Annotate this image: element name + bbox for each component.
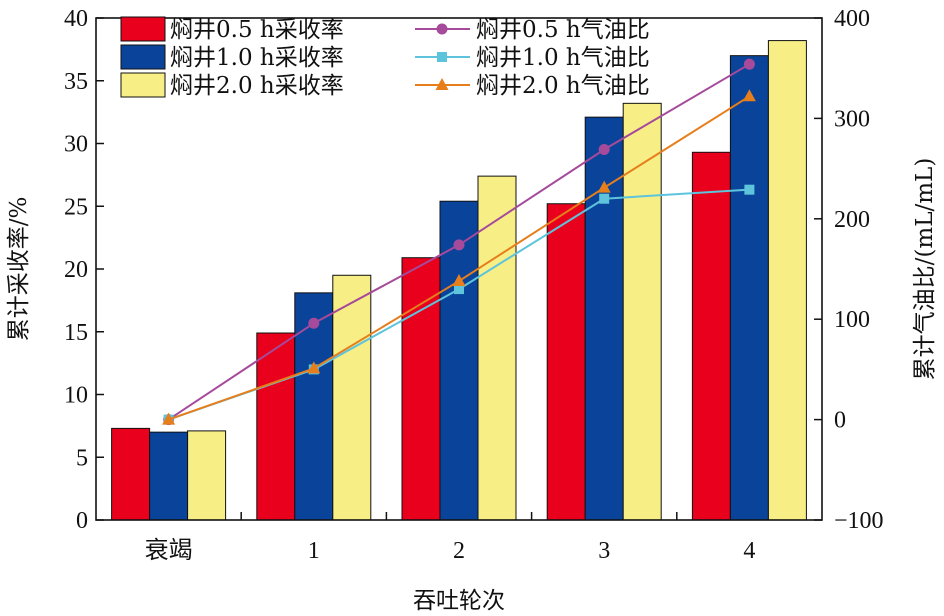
bar-1-1 bbox=[111, 427, 151, 521]
bar-1-2 bbox=[256, 332, 296, 521]
left-y-tick-label-1: 0 bbox=[76, 508, 88, 534]
left-y-axis-title: 累计采收率/% bbox=[6, 197, 32, 342]
line-1-point-3 bbox=[453, 239, 465, 251]
bar-series-group bbox=[111, 40, 807, 521]
line-3-point-2 bbox=[307, 361, 321, 374]
bar-2-4 bbox=[584, 116, 624, 521]
legend-swatch-bar-2 bbox=[120, 44, 166, 70]
x-tick-label-5: 4 bbox=[743, 538, 755, 564]
bar-1-3 bbox=[401, 257, 441, 521]
legend-label-bar-1: 焖井0.5 h采收率 bbox=[170, 17, 344, 43]
legend-swatch-bar-3 bbox=[120, 72, 166, 98]
x-axis-title: 吞吐轮次 bbox=[413, 588, 505, 614]
bar-3-4 bbox=[622, 102, 662, 521]
bar-3-2 bbox=[332, 274, 372, 521]
left-y-tick-label-6: 25 bbox=[64, 194, 88, 220]
left-y-tick-label-7: 30 bbox=[64, 132, 88, 158]
line-2-point-4 bbox=[599, 193, 610, 204]
line-1-point-4 bbox=[598, 144, 610, 156]
left-y-tick-label-9: 40 bbox=[64, 6, 88, 32]
x-tick-label-3: 2 bbox=[453, 538, 465, 564]
right-y-tick-label-5: 300 bbox=[834, 106, 870, 132]
line-3-point-1 bbox=[162, 412, 176, 425]
line-3-point-5 bbox=[742, 89, 756, 102]
right-y-tick-label-4: 200 bbox=[834, 207, 870, 233]
right-y-tick-label-6: 400 bbox=[834, 6, 870, 32]
legend-marker-1 bbox=[436, 23, 448, 35]
right-y-tick-label-2: 0 bbox=[834, 408, 846, 434]
bar-1-5 bbox=[691, 151, 731, 521]
line-1-point-5 bbox=[743, 58, 755, 70]
line-series-group bbox=[162, 58, 756, 426]
left-y-tick-label-8: 35 bbox=[64, 69, 88, 95]
bar-2-3 bbox=[439, 200, 479, 521]
right-y-tick-label-1: −100 bbox=[834, 508, 884, 534]
legend-marker-2 bbox=[437, 52, 447, 62]
bar-2-5 bbox=[729, 55, 769, 521]
line-3-point-4 bbox=[597, 180, 611, 193]
line-1-point-2 bbox=[308, 317, 320, 329]
legend-label-line-3: 焖井2.0 h气油比 bbox=[476, 73, 650, 99]
bar-3-5 bbox=[767, 40, 807, 521]
bar-3-1 bbox=[187, 430, 227, 521]
x-tick-label-2: 1 bbox=[308, 538, 320, 564]
legend-swatch-bar-1 bbox=[120, 16, 166, 42]
left-y-tick-label-3: 10 bbox=[64, 383, 88, 409]
x-tick-label-1: 衰竭 bbox=[145, 537, 193, 564]
legend-label-line-2: 焖井1.0 h气油比 bbox=[476, 45, 650, 71]
line-3-point-3 bbox=[452, 274, 466, 287]
right-y-tick-label-3: 100 bbox=[834, 307, 870, 333]
legend-label-line-1: 焖井0.5 h气油比 bbox=[476, 17, 650, 43]
legend-label-bar-2: 焖井1.0 h采收率 bbox=[170, 45, 344, 71]
bar-1-4 bbox=[546, 203, 586, 521]
right-y-axis-title: 累计气油比/(mL/mL) bbox=[912, 158, 938, 381]
x-tick-label-4: 3 bbox=[598, 538, 610, 564]
legend-marker-3 bbox=[435, 78, 449, 90]
line-2-point-3 bbox=[454, 284, 464, 295]
left-y-tick-label-4: 15 bbox=[64, 320, 88, 346]
left-y-tick-label-5: 20 bbox=[64, 257, 88, 283]
left-y-tick-label-2: 5 bbox=[76, 445, 88, 471]
bar-2-1 bbox=[149, 431, 189, 521]
line-2-point-5 bbox=[744, 184, 755, 195]
legend-label-bar-3: 焖井2.0 h采收率 bbox=[170, 73, 344, 99]
